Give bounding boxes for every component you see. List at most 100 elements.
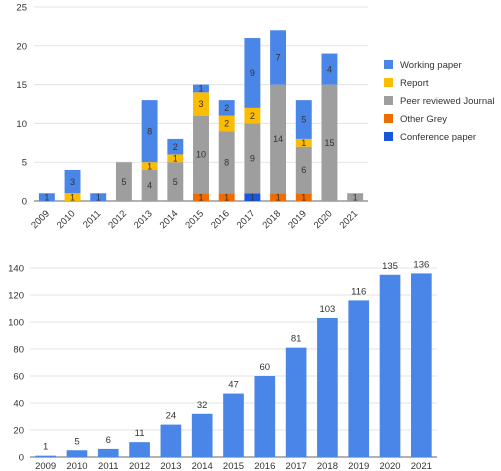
bar bbox=[129, 442, 150, 457]
bar-value-label: 135 bbox=[382, 261, 398, 272]
segment-value-label: 3 bbox=[198, 99, 203, 109]
x-tick-label: 2014 bbox=[158, 208, 181, 231]
legend-swatch bbox=[384, 96, 393, 105]
bar bbox=[317, 317, 338, 457]
bar-segment bbox=[218, 131, 235, 194]
x-tick-label: 2021 bbox=[338, 208, 361, 231]
bar-value-label: 47 bbox=[228, 380, 239, 391]
bar-segment bbox=[218, 100, 235, 116]
segment-value-label: 5 bbox=[301, 115, 306, 125]
y-tick-label: 20 bbox=[16, 41, 27, 52]
bar-segment bbox=[321, 53, 338, 85]
legend-label: Report bbox=[400, 78, 429, 89]
y-tick-label: 20 bbox=[13, 426, 24, 437]
x-tick-label: 2012 bbox=[106, 208, 129, 231]
x-tick-label: 2015 bbox=[223, 461, 244, 471]
y-tick-label: 60 bbox=[13, 372, 24, 383]
bar-value-label: 24 bbox=[166, 411, 177, 422]
x-tick-label: 2016 bbox=[209, 208, 232, 231]
y-tick-label: 40 bbox=[13, 399, 24, 410]
bar-segment bbox=[193, 115, 209, 194]
y-tick-label: 5 bbox=[22, 158, 27, 169]
segment-value-label: 1 bbox=[198, 84, 203, 94]
chart-legend: Working paper Report Peer reviewed Journal… bbox=[384, 60, 495, 143]
cumulative-bar-chart: 0 20 40 60 80 100 120 140 1 2009 5 2010 6 2011 11 2012 2… bbox=[8, 259, 437, 471]
segment-value-label: 1 bbox=[250, 192, 255, 202]
bar-segment bbox=[244, 123, 261, 194]
bar bbox=[411, 273, 432, 457]
legend-swatch bbox=[384, 114, 393, 123]
bar bbox=[35, 455, 56, 457]
segment-value-label: 8 bbox=[224, 157, 229, 167]
bar-segment bbox=[115, 162, 132, 201]
bar-segment bbox=[244, 193, 261, 201]
y-tick-label: 140 bbox=[8, 264, 24, 275]
x-tick-label: 2017 bbox=[235, 208, 258, 231]
segment-value-label: 1 bbox=[173, 154, 178, 164]
bar-segment bbox=[321, 84, 338, 201]
legend-label: Conference paper bbox=[400, 132, 476, 143]
bar-value-label: 81 bbox=[291, 334, 302, 345]
bar-segment bbox=[244, 107, 261, 124]
legend-label: Other Grey bbox=[400, 114, 447, 125]
segment-value-label: 1 bbox=[198, 192, 203, 202]
bar-segment bbox=[38, 193, 55, 201]
bar-segment bbox=[295, 146, 312, 194]
bar-segment bbox=[141, 162, 158, 170]
bar-segment bbox=[270, 30, 287, 85]
bar-segment bbox=[218, 115, 235, 132]
segment-value-label: 5 bbox=[173, 177, 178, 187]
x-tick-label: 2016 bbox=[254, 461, 275, 471]
x-tick-label: 2017 bbox=[286, 461, 307, 471]
y-tick-label: 0 bbox=[22, 197, 27, 208]
bar-segment bbox=[218, 193, 235, 201]
y-tick-label: 80 bbox=[13, 345, 24, 356]
bar-value-label: 116 bbox=[351, 286, 366, 297]
segment-value-label: 8 bbox=[147, 126, 152, 136]
bar bbox=[348, 300, 370, 457]
legend-label: Peer reviewed Journal bbox=[400, 96, 495, 107]
x-tick-label: 2013 bbox=[132, 208, 155, 231]
segment-value-label: 4 bbox=[147, 181, 152, 191]
bar-segment bbox=[141, 169, 158, 201]
legend-swatch bbox=[384, 60, 393, 69]
segment-value-label: 1 bbox=[147, 161, 152, 171]
segment-value-label: 1 bbox=[353, 192, 358, 202]
y-tick-label: 10 bbox=[16, 119, 27, 130]
bar bbox=[223, 393, 244, 457]
segment-value-label: 1 bbox=[276, 192, 281, 202]
segment-value-label: 2 bbox=[250, 111, 255, 121]
legend-label: Working paper bbox=[400, 60, 462, 71]
bar-value-label: 5 bbox=[74, 436, 79, 447]
segment-value-label: 1 bbox=[224, 192, 229, 202]
bar-segment bbox=[167, 138, 184, 155]
x-tick-label: 2010 bbox=[55, 208, 78, 231]
bar bbox=[191, 413, 213, 457]
x-tick-label: 2021 bbox=[411, 461, 432, 471]
bar-value-label: 103 bbox=[319, 304, 335, 315]
x-tick-label: 2011 bbox=[81, 208, 103, 230]
bar-segment bbox=[64, 169, 81, 194]
bar-segment bbox=[141, 100, 158, 163]
y-tick-label: 15 bbox=[16, 80, 27, 91]
segment-value-label: 10 bbox=[196, 150, 206, 160]
bar bbox=[254, 376, 276, 457]
bar-value-label: 6 bbox=[106, 435, 111, 446]
x-tick-label: 2010 bbox=[66, 461, 87, 471]
x-tick-label: 2020 bbox=[312, 208, 335, 231]
y-tick-label: 0 bbox=[19, 453, 24, 464]
x-tick-label: 2019 bbox=[348, 461, 369, 471]
bar-segment bbox=[64, 193, 81, 201]
segment-value-label: 1 bbox=[96, 192, 101, 202]
x-tick-label: 2013 bbox=[160, 461, 181, 471]
segment-value-label: 9 bbox=[250, 154, 255, 164]
bar bbox=[66, 450, 88, 457]
x-tick-label: 2009 bbox=[29, 208, 52, 231]
legend-swatch bbox=[384, 132, 393, 141]
bar-segment bbox=[193, 92, 209, 116]
segment-value-label: 5 bbox=[121, 177, 126, 187]
bar-segment bbox=[193, 193, 209, 201]
x-tick-label: 2020 bbox=[379, 461, 400, 471]
segment-value-label: 9 bbox=[250, 68, 255, 78]
